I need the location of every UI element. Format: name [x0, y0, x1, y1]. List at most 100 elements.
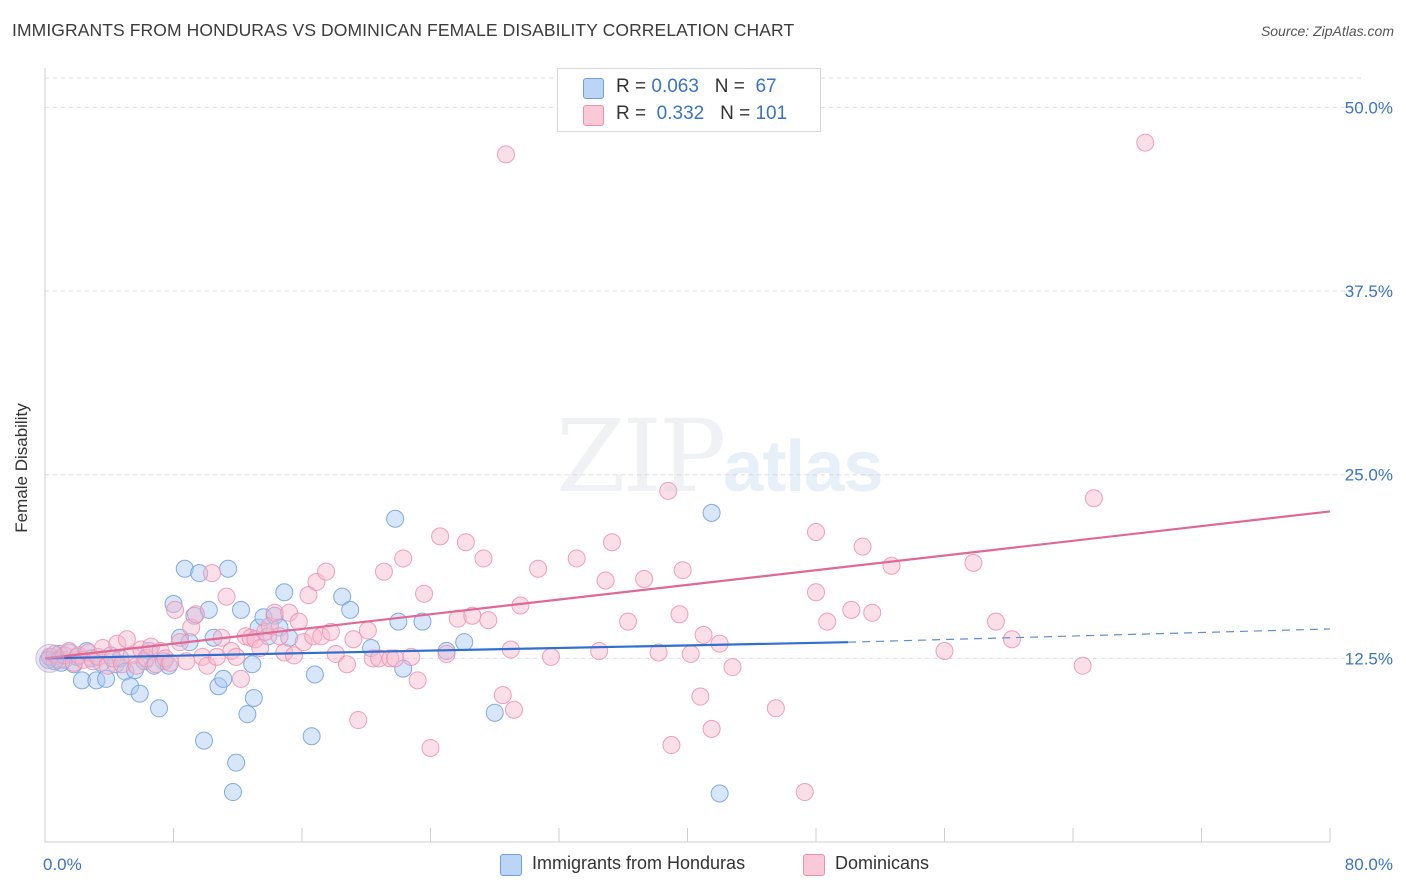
point-dominicans-53	[299, 586, 318, 605]
point-dominicans-93	[659, 481, 678, 500]
point-honduras-56	[386, 509, 405, 528]
point-dominicans-97	[681, 644, 700, 663]
point-dominicans-95	[662, 736, 681, 755]
point-honduras-32	[195, 731, 214, 750]
point-honduras-12	[97, 669, 116, 688]
point-honduras-50	[280, 628, 299, 647]
point-dominicans-75	[437, 644, 456, 663]
point-honduras-42	[243, 655, 262, 674]
point-dominicans-89	[603, 533, 622, 552]
point-honduras-57	[389, 612, 408, 631]
point-dominicans-102	[1084, 489, 1103, 508]
point-dominicans-16	[117, 630, 136, 649]
point-dominicans-118	[1002, 630, 1021, 649]
point-dominicans-68	[386, 649, 405, 668]
point-dominicans-106	[766, 699, 785, 718]
point-dominicans-69	[394, 549, 413, 568]
point-honduras-52	[305, 665, 324, 684]
point-dominicans-30	[186, 605, 205, 624]
point-honduras-43	[244, 689, 263, 708]
point-dominicans-20	[137, 649, 156, 668]
point-honduras-61	[485, 703, 504, 722]
point-dominicans-87	[590, 642, 609, 660]
point-dominicans-110	[818, 612, 837, 631]
point-dominicans-33	[203, 564, 222, 583]
point-cluster-origin	[35, 643, 65, 673]
point-dominicans-101	[1136, 133, 1155, 152]
x-tick-label-1: 80.0%	[1345, 855, 1393, 874]
point-dominicans-85	[541, 647, 560, 666]
point-dominicans-88	[596, 571, 615, 590]
x-tick-label-0: 0.0%	[43, 855, 82, 874]
point-dominicans-14	[108, 634, 127, 653]
point-honduras-40	[231, 600, 250, 619]
series-swatch-honduras	[500, 854, 522, 876]
point-dominicans-90	[619, 612, 638, 631]
point-dominicans-50	[284, 646, 303, 665]
point-dominicans-46	[265, 603, 284, 622]
point-dominicans-107	[795, 783, 814, 802]
point-honduras-26	[164, 594, 183, 613]
point-honduras-64	[413, 612, 432, 631]
point-dominicans-64	[363, 649, 382, 668]
point-dominicans-84	[529, 559, 548, 578]
series-legend: Immigrants from Honduras Dominicans	[0, 852, 1406, 878]
legend-swatch-dominicans	[583, 105, 604, 126]
y-tick-label-0: 12.5%	[1345, 649, 1393, 668]
point-dominicans-60	[337, 655, 356, 674]
series-label-dominicans: Dominicans	[835, 853, 930, 873]
point-honduras-38	[223, 783, 242, 802]
point-dominicans-104	[702, 719, 721, 738]
y-tick-label-1: 25.0%	[1345, 466, 1393, 485]
point-dominicans-38	[227, 647, 246, 666]
point-honduras-36	[214, 669, 233, 688]
legend-text-dominicans: R = 0.332 N = 101	[616, 103, 788, 124]
point-dominicans-71	[408, 671, 427, 690]
point-dominicans-61	[344, 630, 363, 649]
point-honduras-60	[455, 633, 474, 652]
point-dominicans-119	[1073, 656, 1092, 675]
point-honduras-7	[72, 671, 91, 690]
point-honduras-51	[302, 727, 321, 746]
trend-line-honduras-extension	[848, 628, 1331, 643]
point-honduras-63	[702, 503, 721, 522]
point-dominicans-73	[421, 738, 440, 757]
point-dominicans-96	[673, 561, 692, 580]
point-dominicans-77	[456, 533, 475, 552]
stats-legend: R = 0.063 N = 67 R = 0.332 N = 101	[557, 68, 821, 132]
point-honduras-53	[333, 587, 352, 606]
point-dominicans-81	[493, 686, 512, 705]
point-dominicans-111	[842, 600, 861, 619]
point-dominicans-108	[807, 583, 825, 602]
point-dominicans-58	[321, 622, 340, 641]
y-axis-label: Female Disability	[12, 403, 31, 533]
point-dominicans-59	[326, 644, 345, 663]
point-honduras-19	[130, 684, 149, 703]
point-honduras-23	[150, 699, 169, 718]
point-dominicans-86	[567, 549, 586, 568]
point-dominicans-79	[474, 549, 493, 568]
point-honduras-49	[275, 583, 294, 602]
point-dominicans-52	[294, 633, 313, 652]
point-dominicans-105	[723, 658, 742, 677]
point-dominicans-70	[402, 647, 421, 666]
point-honduras-41	[238, 705, 257, 724]
point-honduras-28	[175, 559, 194, 578]
point-honduras-37	[219, 559, 238, 578]
point-dominicans-57	[317, 562, 336, 581]
point-dominicans-98	[694, 625, 713, 644]
point-dominicans-116	[964, 553, 983, 572]
legend-swatch-honduras	[583, 78, 604, 99]
point-dominicans-120	[505, 700, 524, 719]
point-dominicans-74	[431, 527, 450, 546]
point-dominicans-115	[935, 642, 954, 660]
point-dominicans-80	[479, 611, 498, 630]
series-swatch-dominicans	[803, 854, 825, 876]
point-dominicans-43	[251, 639, 270, 658]
point-dominicans-62	[349, 711, 368, 730]
y-tick-label-2: 37.5%	[1345, 282, 1393, 301]
point-dominicans-67	[381, 649, 400, 668]
trend-line-honduras	[44, 641, 849, 660]
chart-source: Source: ZipAtlas.com	[1260, 23, 1394, 39]
trend-line-dominicans	[44, 510, 1331, 660]
